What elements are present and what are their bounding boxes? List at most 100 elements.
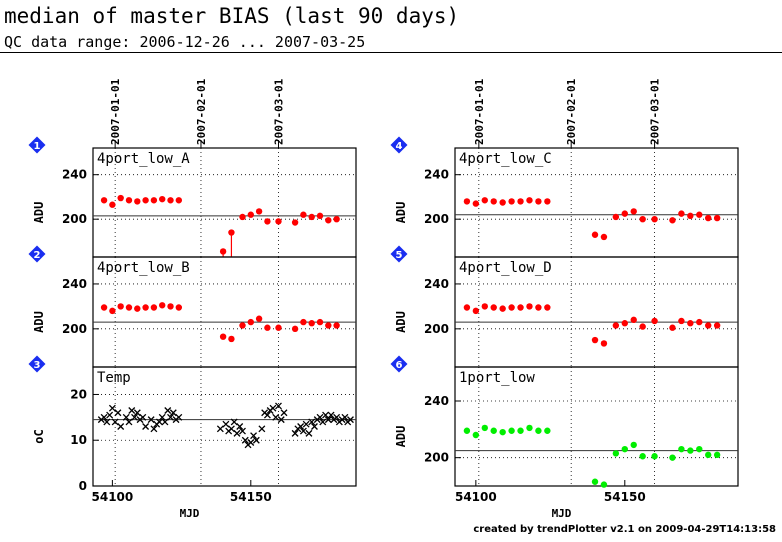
data-point bbox=[463, 198, 471, 205]
data-point bbox=[517, 304, 524, 311]
data-point bbox=[258, 425, 266, 433]
data-point bbox=[333, 215, 340, 223]
data-point bbox=[600, 481, 608, 488]
data-point bbox=[669, 217, 676, 224]
panel-number: 5 bbox=[396, 250, 403, 261]
data-point bbox=[142, 304, 149, 311]
panel-5: 200 240 ADU 4port_low_D 5 bbox=[390, 245, 739, 368]
data-point bbox=[311, 423, 318, 430]
data-point bbox=[630, 441, 637, 449]
data-point bbox=[277, 416, 285, 424]
x-tick-label: 54150 bbox=[604, 490, 646, 504]
data-point bbox=[639, 215, 646, 223]
data-point bbox=[222, 420, 230, 428]
data-point bbox=[219, 333, 227, 340]
x-tick-label: 54100 bbox=[455, 490, 497, 504]
y-axis-label: ADU bbox=[394, 311, 408, 333]
data-point bbox=[291, 325, 299, 333]
y-tick-label: 240 bbox=[424, 168, 449, 182]
panel-3: 0 10 20 54100 54150 MJD oC Temp 3 bbox=[28, 355, 357, 520]
date-tick-label: 2007-02-01 bbox=[195, 78, 208, 145]
data-point bbox=[108, 404, 116, 412]
data-point bbox=[526, 197, 533, 204]
title-divider bbox=[0, 52, 782, 53]
data-point bbox=[216, 425, 224, 433]
panel-number-badge bbox=[390, 245, 408, 263]
series-label: 4port_low_B bbox=[97, 260, 190, 276]
data-point bbox=[481, 303, 488, 310]
data-point bbox=[147, 416, 155, 424]
data-point bbox=[264, 218, 271, 225]
data-point bbox=[159, 302, 166, 309]
date-tick-label: 2007-03-01 bbox=[649, 78, 662, 145]
y-tick-label: 0 bbox=[79, 479, 87, 493]
date-tick-label: 2007-01-01 bbox=[109, 78, 122, 145]
data-point bbox=[705, 322, 712, 329]
data-point bbox=[669, 454, 676, 461]
data-point bbox=[481, 197, 488, 204]
data-point bbox=[142, 423, 150, 430]
x-axis-label: MJD bbox=[180, 507, 200, 520]
data-point bbox=[255, 315, 263, 322]
data-point bbox=[713, 451, 721, 459]
data-point bbox=[167, 197, 174, 204]
page-title: median of master BIAS (last 90 days) bbox=[4, 4, 460, 28]
y-tick-label: 200 bbox=[62, 322, 87, 336]
data-point bbox=[239, 322, 246, 329]
data-point bbox=[591, 336, 599, 344]
data-point bbox=[687, 212, 694, 220]
data-point bbox=[300, 318, 307, 326]
data-point bbox=[125, 197, 133, 204]
data-point bbox=[291, 429, 299, 437]
page-subtitle: QC data range: 2006-12-26 ... 2007-03-25 bbox=[4, 33, 366, 51]
data-point bbox=[161, 418, 169, 426]
y-tick-label: 200 bbox=[424, 322, 449, 336]
date-tick-label: 2007-03-01 bbox=[272, 78, 285, 145]
x-axis-label: MJD bbox=[552, 507, 572, 520]
data-point bbox=[308, 320, 315, 327]
data-point bbox=[255, 208, 263, 215]
y-tick-label: 240 bbox=[424, 277, 449, 291]
data-point bbox=[612, 450, 620, 457]
data-point bbox=[526, 303, 533, 310]
data-point bbox=[122, 413, 130, 421]
data-point bbox=[490, 198, 497, 205]
data-point bbox=[322, 411, 330, 419]
data-point bbox=[280, 409, 288, 417]
data-point bbox=[125, 304, 133, 311]
data-point bbox=[169, 409, 177, 417]
panel-frame bbox=[92, 366, 357, 487]
data-point bbox=[705, 214, 712, 222]
series-label: 4port_low_C bbox=[459, 151, 552, 167]
data-point bbox=[155, 418, 163, 426]
data-point bbox=[325, 322, 332, 329]
y-tick-label: 200 bbox=[424, 451, 449, 465]
data-point bbox=[247, 318, 254, 326]
data-point bbox=[508, 427, 515, 434]
data-point bbox=[159, 195, 166, 203]
data-point bbox=[472, 200, 480, 207]
series-label: 1port_low bbox=[459, 370, 535, 386]
panel-number: 2 bbox=[34, 250, 41, 261]
data-point bbox=[250, 432, 258, 440]
y-tick-label: 20 bbox=[70, 387, 87, 401]
data-point bbox=[300, 211, 307, 218]
data-point bbox=[639, 323, 646, 330]
data-point bbox=[316, 413, 324, 421]
data-point bbox=[272, 413, 280, 421]
data-point bbox=[621, 445, 628, 453]
data-point bbox=[544, 198, 551, 205]
y-tick-label: 240 bbox=[62, 168, 87, 182]
data-point bbox=[275, 324, 282, 331]
data-point bbox=[106, 411, 114, 419]
data-point bbox=[158, 413, 166, 421]
data-point bbox=[133, 409, 141, 417]
data-point bbox=[324, 416, 332, 424]
panel-1: 200 240 ADU 4port_low_A 1 bbox=[28, 136, 357, 258]
data-point bbox=[230, 418, 238, 426]
data-point bbox=[125, 418, 133, 426]
data-point bbox=[341, 413, 349, 421]
data-point bbox=[499, 199, 506, 206]
y-axis-label: ADU bbox=[32, 311, 46, 333]
